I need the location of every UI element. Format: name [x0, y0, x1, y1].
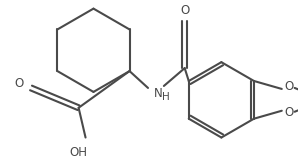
Text: O: O [284, 106, 293, 119]
Text: O: O [284, 81, 293, 93]
Text: O: O [14, 77, 24, 90]
Text: H: H [162, 92, 170, 102]
Text: OH: OH [70, 146, 88, 159]
Text: O: O [180, 4, 189, 17]
Text: N: N [154, 87, 163, 100]
